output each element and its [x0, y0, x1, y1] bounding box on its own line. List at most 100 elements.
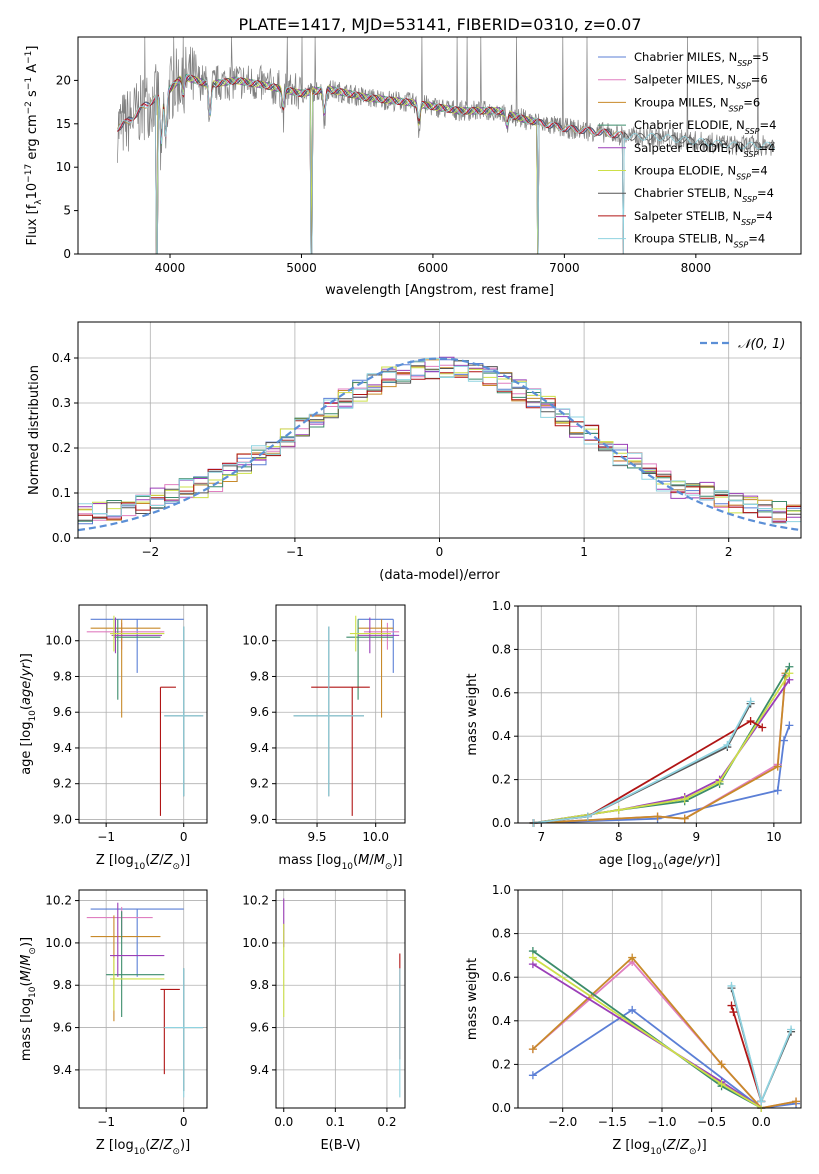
axes-frame [78, 604, 208, 824]
legend-text: Chabrier MILES, N [634, 50, 737, 64]
y-tick-label: 0.2 [492, 1057, 511, 1071]
legend-entry: Salpeter ELODIE, NSSP=4 [634, 141, 775, 159]
y-tick-label: 0.6 [492, 686, 511, 700]
legend-entry: Kroupa MILES, NSSP=6 [634, 95, 760, 113]
residuals-panel: −2 −1 0 1 2 0.0 0.1 0.2 0.3 0.4 (data-model)/error… [27, 321, 802, 583]
legend-suffix: =6 [743, 95, 760, 109]
series-line-salpeter-miles [533, 675, 787, 824]
data-marker [628, 953, 637, 962]
x-tick-label: 7 [537, 830, 545, 844]
label-part: / [19, 965, 34, 970]
label-part: M [19, 970, 34, 981]
legend-text: Kroupa ELODIE, N [634, 164, 736, 178]
normal-distribution-curve [78, 357, 801, 532]
y-tick-label: 9.4 [53, 741, 72, 755]
label-part: ⊙ [172, 1147, 180, 1157]
label-part: M [19, 955, 34, 966]
histogram-kroupa-stelib [78, 358, 801, 524]
mass-vs-ebv-panel: 0.0 0.1 0.2 9.4 9.6 9.8 10.0 10.2 E(B-V) [242, 889, 406, 1153]
legend-suffix: =4 [756, 209, 773, 223]
data-marker [723, 740, 732, 749]
label-part: ( [663, 853, 668, 868]
x-axis-label: Z [log10(Z/Z⊙)] [612, 1138, 706, 1157]
massweight-vs-z-panel: −2.0 −1.5 −1.0 −0.5 0.0 0.0 0.2 0.4 0.6 0.8 1.0 Z [… [465, 883, 802, 1157]
data-marker [779, 736, 788, 745]
y-tick-label: 9.6 [53, 1021, 72, 1035]
series-line-chabrier-miles [532, 1008, 797, 1109]
x-tick-label: −2 [141, 545, 159, 559]
legend-suffix: =4 [758, 141, 775, 155]
x-tick-label: 2 [725, 545, 733, 559]
x-tick-label: 10 [766, 830, 781, 844]
label-part: )] [19, 937, 34, 947]
y-tick-label: 10.0 [242, 936, 269, 950]
label-part: )] [180, 853, 190, 868]
label-part: Z [log [612, 1138, 650, 1153]
label-part: age [668, 853, 692, 868]
legend-entry: Salpeter STELIB, NSSP=4 [634, 209, 773, 227]
data-marker [792, 1097, 801, 1106]
y-tick-label: 9.6 [250, 1021, 269, 1035]
x-tick-label: 4000 [155, 261, 186, 275]
label-part: ⊙ [28, 947, 38, 955]
x-tick-label: 8000 [681, 261, 712, 275]
y-tick-label: 15 [56, 117, 71, 131]
y-tick-label: 10.0 [242, 634, 269, 648]
y-tick-label: 5 [63, 204, 71, 218]
y-axis-label: age [log10(age/yr)] [19, 653, 38, 775]
data-marker [785, 721, 794, 730]
label-part: / [19, 676, 34, 681]
label-part: ( [19, 705, 34, 710]
y-tick-label: 9.4 [53, 1063, 72, 1077]
legend-text: Kroupa STELIB, N [634, 232, 734, 246]
y-tick-label: 0.0 [492, 816, 511, 830]
figure-title: PLATE=1417, MJD=53141, FIBERID=0310, z=0… [238, 15, 641, 34]
data-marker [757, 1097, 766, 1106]
label-part: ( [145, 1138, 150, 1153]
legend-suffix: =4 [757, 186, 774, 200]
label-part: Z [149, 853, 160, 868]
y-tick-label: 9.6 [53, 705, 72, 719]
x-tick-label: 0 [180, 1115, 188, 1129]
y-tick-label: 10 [56, 160, 71, 174]
y-tick-label: 9.6 [250, 705, 269, 719]
x-tick-label: 0.0 [752, 1115, 771, 1129]
x-tick-label: 0 [436, 545, 444, 559]
x-tick-label: −1 [286, 545, 304, 559]
legend-text: Chabrier STELIB, N [634, 186, 742, 200]
data-marker [528, 1071, 537, 1080]
y-axis-label: mass weight [465, 673, 480, 755]
legend-entry: Chabrier ELODIE, NSSP=4 [634, 118, 776, 136]
series-line-kroupa-stelib [533, 701, 752, 824]
y-tick-label: 10.2 [45, 894, 72, 908]
series-line-chabrier-elodie [533, 666, 791, 824]
model-spectrum-kroupa-stelib [117, 73, 775, 254]
x-tick-label: −1 [97, 1115, 115, 1129]
label-part: ⊙ [385, 862, 393, 872]
x-tick-label: 0.0 [274, 1115, 293, 1129]
legend-entry: 𝒩(0, 1) [738, 337, 785, 352]
x-tick-label: 9 [693, 830, 701, 844]
x-axis-label: Z [log10(Z/Z⊙)] [96, 1138, 190, 1157]
y-tick-label: 9.4 [250, 741, 269, 755]
y-tick-label: 9.2 [250, 777, 269, 791]
age-vs-z-panel: −1 09.09.29.49.69.810.0Z [log10(Z/Z⊙)]age… [19, 604, 208, 872]
y-tick-label: 10.0 [45, 634, 72, 648]
legend-sub: SSP [744, 149, 759, 158]
data-marker [717, 1060, 726, 1069]
data-marker [746, 697, 755, 706]
axes-frame [517, 889, 802, 1109]
label-part: 10 [652, 862, 664, 872]
legend-suffix: =4 [748, 232, 765, 246]
label-part: 10 [28, 986, 38, 998]
legend-entry: Salpeter MILES, NSSP=6 [634, 73, 768, 91]
label-part: −1 [24, 51, 34, 64]
x-tick-label: −2.0 [548, 1115, 577, 1129]
data-marker [717, 1080, 726, 1089]
label-part: Z [666, 1138, 677, 1153]
legend-text: Kroupa MILES, N [634, 95, 729, 109]
